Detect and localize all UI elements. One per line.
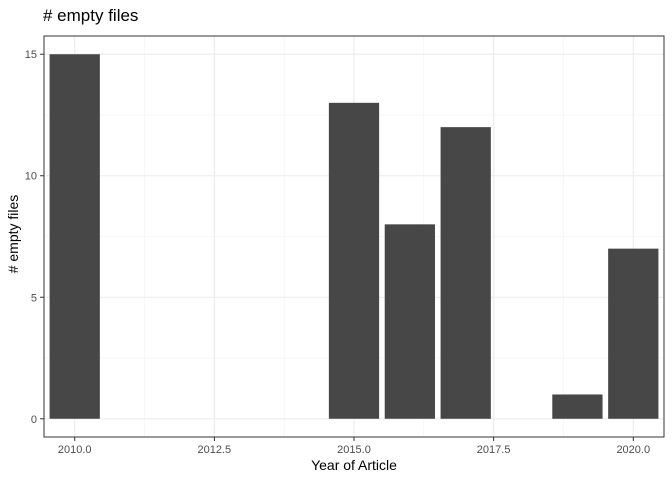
chart-title: # empty files xyxy=(43,6,138,25)
x-tick-label: 2017.5 xyxy=(477,444,511,456)
y-tick-label: 15 xyxy=(25,49,37,61)
y-axis-ticks: 0 5 10 15 xyxy=(25,49,44,426)
bar xyxy=(384,224,435,419)
y-tick-label: 0 xyxy=(31,414,37,426)
x-tick-label: 2010.0 xyxy=(58,444,92,456)
bar xyxy=(328,102,380,419)
bar xyxy=(608,248,659,419)
x-tick-label: 2012.5 xyxy=(198,444,232,456)
bars xyxy=(49,54,659,419)
x-tick-label: 2015.0 xyxy=(337,444,371,456)
bar xyxy=(552,394,603,419)
y-tick-label: 10 xyxy=(25,171,37,183)
y-tick-label: 5 xyxy=(31,292,37,304)
y-axis-title: # empty files xyxy=(5,195,21,274)
x-axis-title: Year of Article xyxy=(311,457,397,473)
bar xyxy=(440,127,491,419)
bar xyxy=(49,54,100,419)
x-axis-ticks: 2010.0 2012.5 2015.0 2017.5 2020.0 xyxy=(58,437,650,456)
x-tick-label: 2020.0 xyxy=(616,444,650,456)
